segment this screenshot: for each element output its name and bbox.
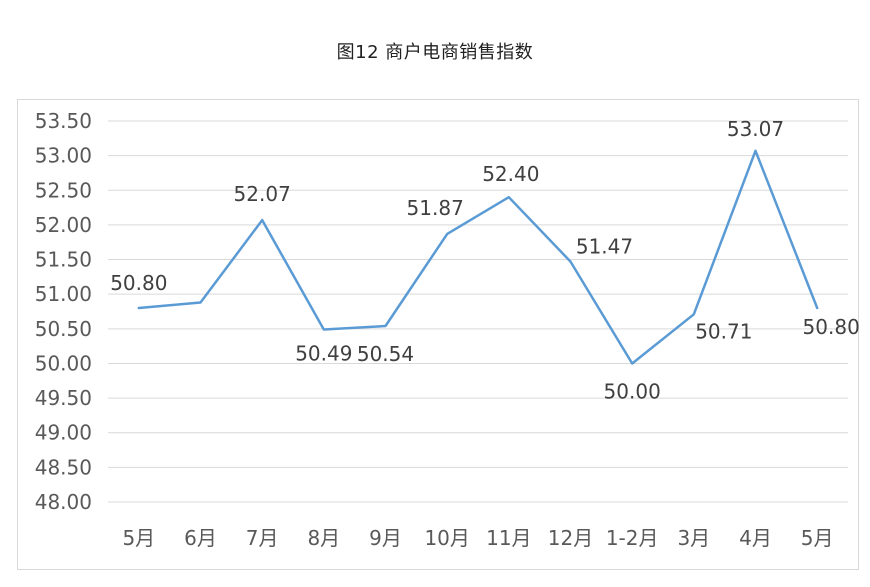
data-label: 50.00 bbox=[604, 379, 661, 403]
data-label: 51.87 bbox=[407, 196, 464, 220]
data-label: 53.07 bbox=[727, 117, 784, 141]
x-tick-label: 1-2月 bbox=[606, 526, 659, 550]
x-tick-label: 12月 bbox=[548, 526, 593, 550]
data-label: 50.80 bbox=[110, 271, 167, 295]
y-tick-label: 51.00 bbox=[35, 282, 92, 306]
x-tick-label: 10月 bbox=[424, 526, 469, 550]
y-tick-label: 48.50 bbox=[35, 455, 92, 479]
y-axis-tick-labels: 48.00 48.50 49.00 49.50 50.00 50.50 51.00 51.50… bbox=[35, 109, 92, 514]
y-tick-label: 48.00 bbox=[35, 490, 92, 514]
y-tick-label: 52.00 bbox=[35, 213, 92, 237]
x-tick-label: 5月 bbox=[801, 526, 834, 550]
x-tick-label: 9月 bbox=[369, 526, 402, 550]
chart-frame bbox=[17, 99, 859, 570]
y-tick-label: 53.50 bbox=[35, 109, 92, 133]
y-tick-label: 50.00 bbox=[35, 351, 92, 375]
series-line bbox=[137, 149, 819, 365]
x-axis-tick-labels: 5月 6月 7月 8月 9月 10月 11月 12月 1-2月 3月 4月 5月 bbox=[122, 526, 833, 550]
x-tick-label: 11月 bbox=[486, 526, 531, 550]
x-tick-label: 5月 bbox=[122, 526, 155, 550]
data-label: 50.54 bbox=[357, 342, 414, 366]
x-tick-label: 8月 bbox=[307, 526, 340, 550]
y-tick-label: 51.50 bbox=[35, 248, 92, 272]
data-label: 50.80 bbox=[803, 315, 860, 339]
series-polyline bbox=[137, 149, 819, 365]
x-tick-label: 4月 bbox=[739, 526, 772, 550]
y-tick-label: 52.50 bbox=[35, 178, 92, 202]
x-tick-label: 6月 bbox=[184, 526, 217, 550]
data-label: 50.71 bbox=[695, 319, 752, 343]
gridlines bbox=[108, 120, 848, 503]
y-tick-label: 49.00 bbox=[35, 421, 92, 445]
y-tick-label: 50.50 bbox=[35, 317, 92, 341]
x-tick-label: 3月 bbox=[677, 526, 710, 550]
data-labels: 50.80 52.07 50.49 50.54 51.87 52.40 51.47 50.00… bbox=[110, 117, 860, 404]
chart-title: 图12 商户电商销售指数 bbox=[336, 42, 534, 63]
data-label: 52.07 bbox=[234, 182, 291, 206]
x-tick-label: 7月 bbox=[246, 526, 279, 550]
y-tick-label: 49.50 bbox=[35, 386, 92, 410]
data-label: 52.40 bbox=[482, 162, 539, 186]
data-label: 51.47 bbox=[576, 235, 633, 259]
data-label: 50.49 bbox=[295, 342, 352, 366]
y-tick-label: 53.00 bbox=[35, 144, 92, 168]
